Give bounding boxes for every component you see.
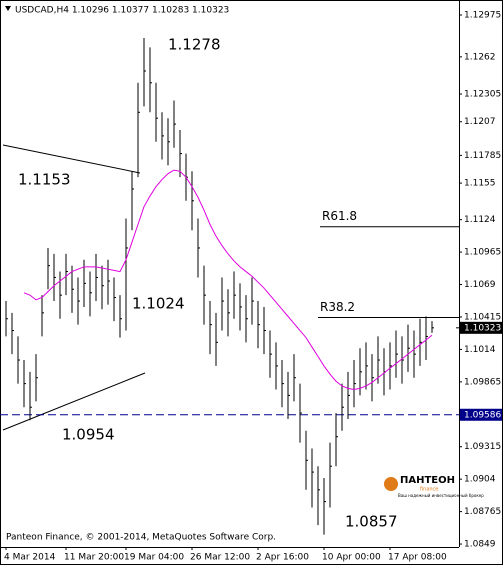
x-tick-label: 4 Mar 2014 [4,553,56,563]
x-tick-label: 10 Apr 00:00 [322,553,381,563]
y-tick-label: 1.11785 [464,151,501,161]
x-tick-label: 2 Apr 16:00 [256,553,309,563]
y-tick-label: 1.1124 [464,215,496,225]
last-price-label: 1.10323 [464,323,501,333]
hline-label: 1.09586 [464,410,501,420]
logo-name: ПАНТЕОН [400,475,455,486]
x-tick-label: 11 Mar 20:00 [64,553,124,563]
price-label-bg [460,321,502,334]
y-tick-label: 1.1069 [464,280,496,290]
y-tick-label: 1.0904 [464,475,496,485]
y-tick-label: 1.1207 [464,117,496,127]
y-tick-label: 1.12305 [464,90,501,100]
logo: ПАНТЕОН finance Ваш надежный инвестицион… [384,475,484,498]
y-tick-label: 1.0849 [464,540,496,550]
annotation: 1.1024 [132,295,185,313]
annotation: 1.1278 [168,36,221,54]
y-tick-label: 1.10965 [464,248,501,258]
hline-label-bg [460,408,502,421]
y-tick-label: 1.1014 [464,345,496,355]
x-tick-label: 17 Apr 08:00 [388,553,447,563]
fib-label: R38.2 [320,300,355,314]
x-tick-label: 19 Mar 04:00 [124,553,184,563]
chart-title: USDCAD,H4 1.10296 1.10377 1.10283 1.1032… [15,6,229,16]
y-tick-label: 1.09315 [464,442,501,452]
logo-tagline: Ваш надежный инвестиционный брокер [398,493,484,498]
y-tick-label: 1.1262 [464,52,496,62]
moving-average [23,169,433,391]
trendline [2,144,141,174]
y-tick-label: 1.08765 [464,507,501,517]
fib-label: R61.8 [322,209,357,223]
annotation: 1.1153 [18,171,71,189]
copyright: Panteon Finance, © 2001-2014, MetaQuotes… [6,533,276,543]
logo-icon [384,477,398,491]
logo-sub: finance [420,487,438,493]
annotation: 1.0857 [345,513,398,531]
annotation: 1.0954 [62,426,115,444]
y-tick-label: 1.1155 [464,179,496,189]
x-tick-label: 26 Mar 12:00 [190,553,250,563]
y-tick-label: 1.10415 [464,312,501,322]
menu-arrow [5,6,11,11]
y-tick-label: 1.12975 [464,10,501,20]
y-tick-label: 1.09865 [464,377,501,387]
trendline [2,372,146,431]
